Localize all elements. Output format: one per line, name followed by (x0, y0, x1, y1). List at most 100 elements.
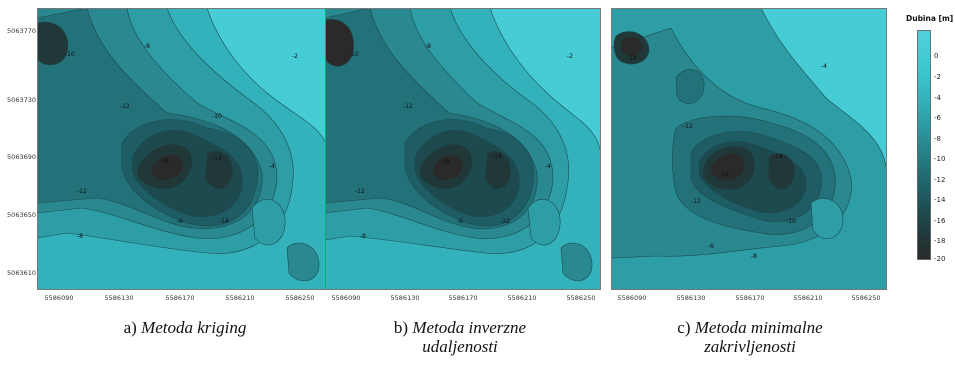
contour-label-group-c: -18 -12 -16 -14 -12 -10 -6 -4 -8 (627, 55, 827, 260)
depth-zone-deepest (151, 154, 184, 180)
x-tick-label: 5586130 (390, 294, 420, 302)
legend-title: Dubina [m] (906, 14, 954, 23)
legend-color-bar (917, 30, 931, 260)
contour-label: -2 (567, 53, 573, 60)
legend-tick: -18 (934, 237, 946, 245)
x-tick-label: 5586170 (448, 294, 478, 302)
contour-label: -6 (708, 243, 714, 250)
depth-zone-secondary-basin (204, 150, 234, 190)
map-panel-a: -10 -12 -16 -14 -12 -8 -14 -6 -4 -2 -8 -… (37, 8, 329, 290)
x-tick-label: 5586130 (104, 294, 134, 302)
contour-label: -12 (77, 188, 87, 195)
depth-zone-southeast (527, 199, 561, 246)
map-panel-c: -18 -12 -16 -14 -12 -10 -6 -4 -8 (611, 8, 903, 290)
legend-tick: -20 (934, 255, 946, 263)
depth-zone-deepest (710, 153, 745, 180)
depth-zone-corner-basin (37, 21, 69, 66)
caption-panel-a: a) Metoda kriging (70, 318, 300, 337)
contour-label: -6 (177, 218, 183, 225)
bathymetry-map-c: -18 -12 -16 -14 -12 -10 -6 -4 -8 (611, 8, 887, 290)
contour-label: -8 (144, 43, 150, 50)
legend-gradient (917, 30, 931, 260)
y-tick-label: 5063650 (7, 211, 36, 219)
depth-zone-deepest (432, 154, 464, 180)
contour-label: -2 (292, 53, 298, 60)
y-tick-label: 5063690 (7, 153, 36, 161)
contour-label: -10 (212, 113, 222, 120)
x-tick-label: 5586250 (285, 294, 315, 302)
contour-label: -8 (751, 253, 757, 260)
map-frame (611, 8, 887, 290)
caption-text: Metoda kriging (141, 318, 247, 337)
contour-label: -16 (159, 158, 169, 165)
contour-label: -10 (349, 51, 359, 58)
caption-text: Metoda inverzne (412, 318, 527, 337)
y-tick-label: 5063730 (7, 96, 36, 104)
legend-tick: -10 (934, 155, 946, 163)
legend-tick: -4 (934, 94, 941, 102)
depth-zone-south-corner (286, 242, 320, 282)
x-tick-label: 5586090 (44, 294, 74, 302)
legend-tick: -2 (934, 73, 941, 81)
legend-tick: -14 (934, 196, 946, 204)
contour-label: -8 (425, 43, 431, 50)
x-tick-label: 5586210 (507, 294, 537, 302)
x-tick-label: 5586090 (617, 294, 647, 302)
depth-zone-southeast (251, 199, 286, 246)
x-tick-label: 5586170 (735, 294, 765, 302)
depth-zone-corner-core (620, 37, 643, 56)
caption-text-line2: zakrivljenosti (704, 337, 796, 356)
depth-zone-south-corner (560, 242, 593, 282)
map-frame (325, 8, 601, 290)
contour-label: -8 (77, 233, 83, 240)
depth-zone-southeast (810, 198, 844, 239)
contour-label-group-b: -10 -12 -12 -16 -14 -12 -8 -6 -4 -2 -8 (349, 43, 573, 240)
contour-label: -10 (786, 218, 796, 225)
caption-label: a) (123, 318, 137, 337)
x-tick-label: 5586250 (851, 294, 881, 302)
contour-label: -4 (545, 163, 551, 170)
contour-label-group-a: -10 -12 -16 -14 -12 -8 -14 -6 -4 -2 -8 -… (65, 43, 298, 240)
contour-label: -12 (120, 103, 130, 110)
y-tick-label: 5063770 (7, 27, 36, 35)
x-tick-label: 5586130 (676, 294, 706, 302)
map-panel-b: -10 -12 -12 -16 -14 -12 -8 -6 -4 -2 -8 (325, 8, 617, 290)
x-tick-label: 5586210 (225, 294, 255, 302)
bathymetry-map-a: -10 -12 -16 -14 -12 -8 -14 -6 -4 -2 -8 -… (37, 8, 329, 290)
contour-label: -10 (65, 51, 75, 58)
contour-label: -16 (719, 171, 729, 178)
bathymetry-map-b: -10 -12 -12 -16 -14 -12 -8 -6 -4 -2 -8 (325, 8, 601, 290)
legend-tick: 0 (934, 52, 939, 60)
depth-zone-islet (675, 69, 705, 104)
legend-tick: -16 (934, 217, 946, 225)
contour-label: -12 (683, 123, 693, 130)
contour-label: -12 (355, 188, 365, 195)
contour-label: -14 (492, 153, 502, 160)
caption-label: c) (677, 318, 691, 337)
contour-label: -16 (440, 158, 450, 165)
contour-label: -14 (219, 218, 229, 225)
contour-label: -18 (627, 55, 637, 62)
y-tick-label: 5063610 (7, 269, 36, 277)
contour-label: -4 (269, 163, 275, 170)
contour-label: -14 (212, 155, 222, 162)
contour-label: -4 (821, 63, 827, 70)
legend-tick: -8 (934, 135, 941, 143)
depth-zone-corner-basin (325, 19, 354, 67)
caption-text: Metoda minimalne (694, 318, 823, 337)
x-tick-label: 5586090 (331, 294, 361, 302)
caption-panel-b: b) Metoda inverzne udaljenosti (345, 318, 575, 356)
x-tick-label: 5586170 (165, 294, 195, 302)
x-tick-label: 5586250 (566, 294, 596, 302)
legend-tick: -6 (934, 114, 941, 122)
contour-label: -12 (691, 198, 701, 205)
contour-label: -8 (360, 233, 366, 240)
contour-label: -6 (457, 218, 463, 225)
contour-label: -12 (403, 103, 413, 110)
caption-panel-c: c) Metoda minimalne zakrivljenosti (630, 318, 870, 356)
caption-label: b) (393, 318, 409, 337)
contour-label: -12 (500, 218, 510, 225)
legend-tick: -12 (934, 176, 946, 184)
depth-zone-secondary-basin (767, 153, 796, 190)
caption-text-line2: udaljenosti (422, 337, 498, 356)
